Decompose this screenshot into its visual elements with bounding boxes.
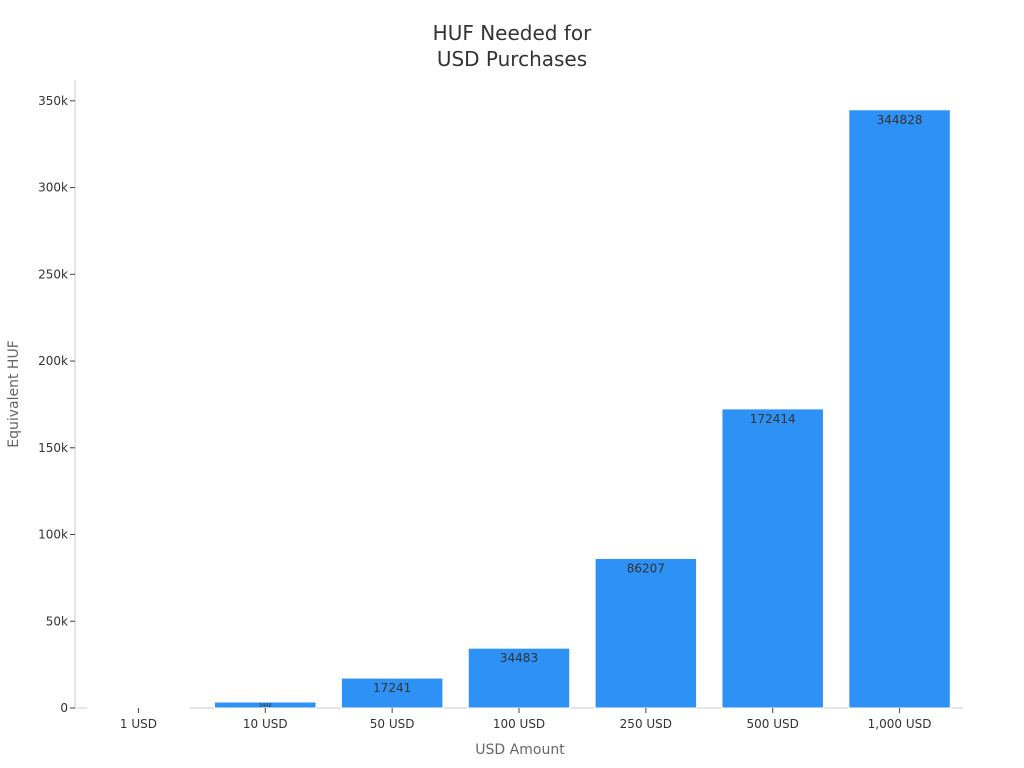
- y-tick-label: 350k: [38, 94, 68, 108]
- x-tick-label: 50 USD: [370, 717, 415, 731]
- bar: [721, 408, 824, 709]
- data-label: 3448: [259, 703, 272, 709]
- x-tick-label: 250 USD: [620, 717, 672, 731]
- y-tick-label: 200k: [38, 354, 68, 368]
- data-label: 345: [137, 709, 139, 711]
- bar: [848, 109, 951, 709]
- x-tick-label: 500 USD: [747, 717, 799, 731]
- y-tick-label: 150k: [38, 441, 68, 455]
- chart-title-line-2: USD Purchases: [436, 47, 588, 71]
- data-label: 34483: [500, 651, 538, 665]
- x-axis-label: USD Amount: [475, 742, 565, 758]
- y-tick-label: 300k: [38, 181, 68, 195]
- y-tick-label: 50k: [46, 614, 68, 628]
- data-label: 172414: [750, 412, 796, 426]
- data-label: 17241: [373, 681, 411, 695]
- bar: [467, 647, 571, 709]
- x-tick-label: 100 USD: [493, 717, 545, 731]
- data-label: 344828: [877, 113, 923, 127]
- y-tick-label: 0: [60, 701, 68, 715]
- x-tick-label: 1 USD: [120, 717, 157, 731]
- y-tick-label: 100k: [38, 528, 68, 542]
- data-label: 86207: [627, 561, 665, 575]
- y-tick-label: 250k: [38, 267, 68, 281]
- x-tick-label: 10 USD: [243, 717, 288, 731]
- bar: [594, 557, 698, 709]
- x-tick-label: 1,000 USD: [868, 717, 932, 731]
- bar: [87, 706, 190, 709]
- bar: [340, 677, 444, 709]
- chart-title-line-1: HUF Needed for: [432, 21, 592, 45]
